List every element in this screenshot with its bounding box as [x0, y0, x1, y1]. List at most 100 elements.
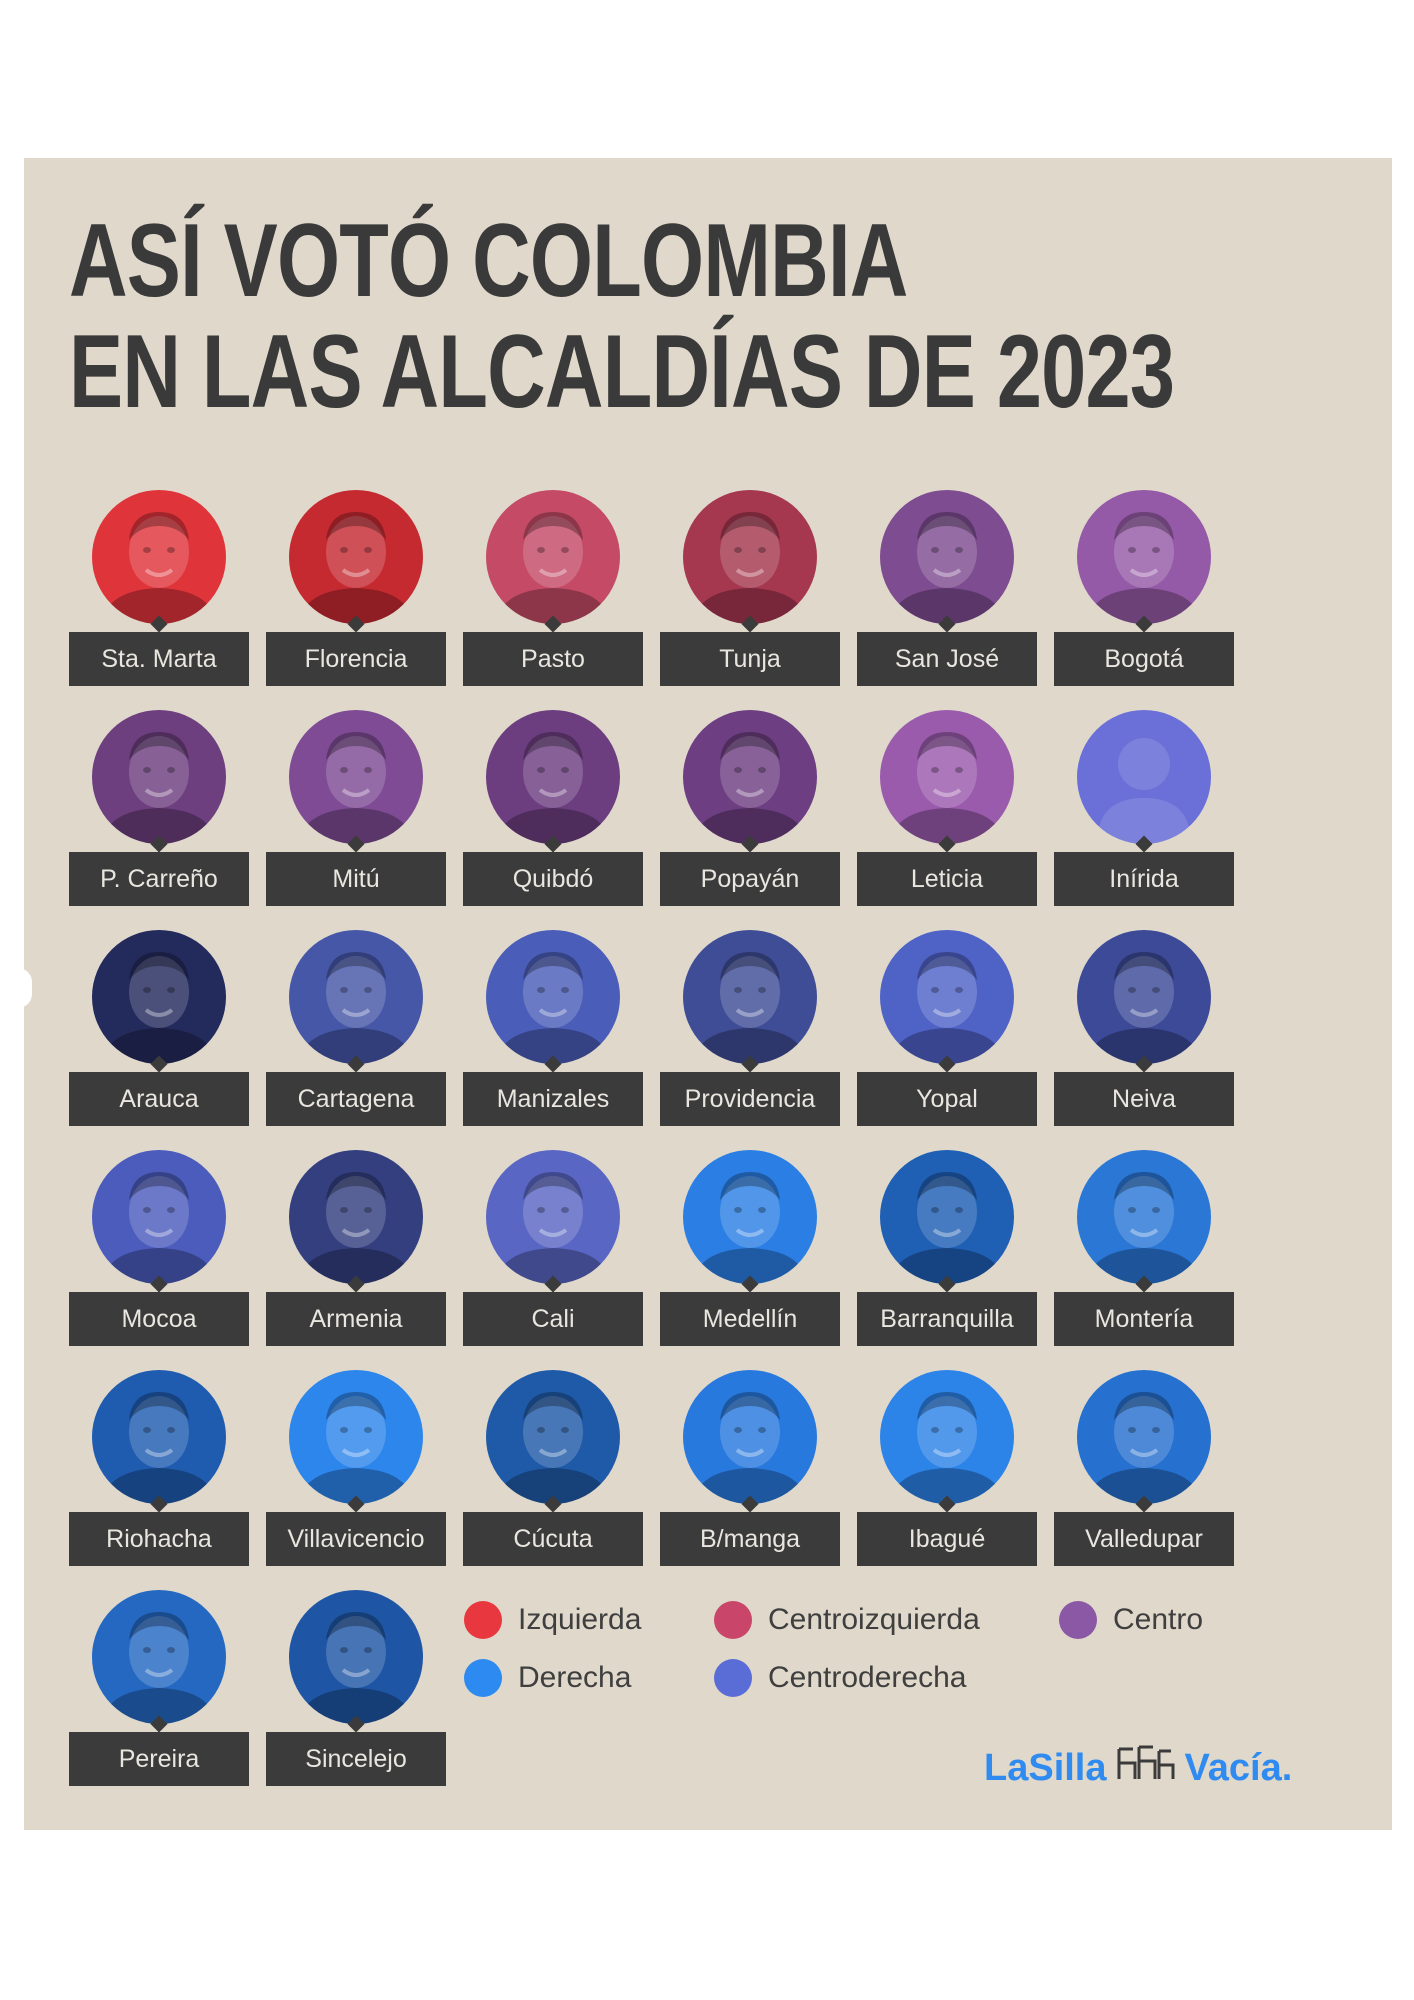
- mayor-portrait: [1077, 930, 1211, 1064]
- mayor-card: B/manga: [660, 1370, 840, 1570]
- infographic-poster: ASÍ VOTÓ COLOMBIA EN LAS ALCALDÍAS DE 20…: [24, 158, 1392, 1830]
- mayor-portrait: [880, 930, 1014, 1064]
- mayor-card: Riohacha: [69, 1370, 249, 1570]
- legend-item: Izquierda: [464, 1598, 641, 1642]
- mayor-portrait: [486, 490, 620, 624]
- city-label: Florencia: [266, 632, 446, 686]
- mayor-card: Manizales: [463, 930, 643, 1130]
- city-label: Quibdó: [463, 852, 643, 906]
- chairs-icon: [1115, 1743, 1177, 1793]
- mayor-portrait: [92, 1590, 226, 1724]
- mayor-card: Neiva: [1054, 930, 1234, 1130]
- city-label: Providencia: [660, 1072, 840, 1126]
- mayor-portrait: [486, 1150, 620, 1284]
- mayor-card: Mocoa: [69, 1150, 249, 1350]
- city-label: Montería: [1054, 1292, 1234, 1346]
- mayor-card: P. Carreño: [69, 710, 249, 910]
- city-label: Pereira: [69, 1732, 249, 1786]
- mayor-card: Tunja: [660, 490, 840, 690]
- legend-label: Centroizquierda: [768, 1603, 980, 1636]
- city-label: B/manga: [660, 1512, 840, 1566]
- mayor-portrait: [289, 710, 423, 844]
- city-label: Riohacha: [69, 1512, 249, 1566]
- city-label: Popayán: [660, 852, 840, 906]
- legend-item: Derecha: [464, 1656, 631, 1700]
- legend-item: Centroizquierda: [714, 1598, 980, 1642]
- mayor-card: Cali: [463, 1150, 643, 1350]
- city-label: Valledupar: [1054, 1512, 1234, 1566]
- mayor-card: Inírida: [1054, 710, 1234, 910]
- mayor-card: Armenia: [266, 1150, 446, 1350]
- mayor-card: Popayán: [660, 710, 840, 910]
- legend-dot-icon: [714, 1659, 752, 1697]
- mayor-card: Arauca: [69, 930, 249, 1130]
- mayor-card: Providencia: [660, 930, 840, 1130]
- city-label: P. Carreño: [69, 852, 249, 906]
- mayor-portrait: [92, 490, 226, 624]
- mayor-portrait: [880, 710, 1014, 844]
- legend-item: Centro: [1059, 1598, 1203, 1642]
- city-label: Tunja: [660, 632, 840, 686]
- mayor-card: Pereira: [69, 1590, 249, 1790]
- legend-dot-icon: [464, 1601, 502, 1639]
- mayor-card: Montería: [1054, 1150, 1234, 1350]
- logo-text-part-2: Vacía.: [1184, 1746, 1293, 1789]
- mayor-card: Bogotá: [1054, 490, 1234, 690]
- city-label: Cúcuta: [463, 1512, 643, 1566]
- mayor-portrait: [1077, 490, 1211, 624]
- legend-dot-icon: [714, 1601, 752, 1639]
- mayor-card: Cúcuta: [463, 1370, 643, 1570]
- legend-label: Derecha: [518, 1661, 632, 1694]
- city-label: Barranquilla: [857, 1292, 1037, 1346]
- brand-logo: LaSilla Vacía.: [984, 1738, 1292, 1798]
- mayor-card: Barranquilla: [857, 1150, 1037, 1350]
- mayor-portrait: [289, 490, 423, 624]
- city-label: Manizales: [463, 1072, 643, 1126]
- title-line-2: EN LAS ALCALDÍAS DE 2023: [69, 314, 1175, 431]
- mayor-portrait: [880, 490, 1014, 624]
- mayor-card: Cartagena: [266, 930, 446, 1130]
- legend-label: Centro: [1113, 1603, 1204, 1636]
- city-label: Sincelejo: [266, 1732, 446, 1786]
- mayor-portrait: [289, 1370, 423, 1504]
- title-line-1: ASÍ VOTÓ COLOMBIA: [69, 203, 908, 319]
- mayor-card: Quibdó: [463, 710, 643, 910]
- mayor-portrait: [683, 710, 817, 844]
- mayor-portrait: [289, 1150, 423, 1284]
- mayor-card: Yopal: [857, 930, 1037, 1130]
- mayor-card: Leticia: [857, 710, 1037, 910]
- city-label: Inírida: [1054, 852, 1234, 906]
- city-label: Leticia: [857, 852, 1037, 906]
- city-label: Sta. Marta: [69, 632, 249, 686]
- mayor-card: Valledupar: [1054, 1370, 1234, 1570]
- city-label: Mocoa: [69, 1292, 249, 1346]
- mayor-portrait: [289, 1590, 423, 1724]
- mayor-card: Ibagué: [857, 1370, 1037, 1570]
- city-label: Pasto: [463, 632, 643, 686]
- city-label: Cartagena: [266, 1072, 446, 1126]
- logo-text-part-1: LaSilla: [984, 1746, 1107, 1789]
- city-label: Bogotá: [1054, 632, 1234, 686]
- mayor-portrait: [880, 1370, 1014, 1504]
- mayor-card: Medellín: [660, 1150, 840, 1350]
- page-title: ASÍ VOTÓ COLOMBIA EN LAS ALCALDÍAS DE 20…: [69, 203, 1175, 431]
- mayor-portrait: [683, 1150, 817, 1284]
- legend-label: Izquierda: [518, 1603, 642, 1636]
- mayor-portrait: [289, 930, 423, 1064]
- city-label: Arauca: [69, 1072, 249, 1126]
- mayor-portrait: [92, 1370, 226, 1504]
- city-label: Villavicencio: [266, 1512, 446, 1566]
- legend-dot-icon: [464, 1659, 502, 1697]
- mayor-portrait: [1077, 1150, 1211, 1284]
- mayor-card: Pasto: [463, 490, 643, 690]
- legend-label: Centroderecha: [768, 1661, 967, 1694]
- edge-notch: [18, 968, 32, 1008]
- mayor-portrait: [486, 930, 620, 1064]
- mayor-portrait: [486, 1370, 620, 1504]
- mayor-card: Sincelejo: [266, 1590, 446, 1790]
- city-label: Yopal: [857, 1072, 1037, 1126]
- legend-dot-icon: [1059, 1601, 1097, 1639]
- mayor-portrait: [880, 1150, 1014, 1284]
- mayor-portrait: [683, 930, 817, 1064]
- mayor-card: Villavicencio: [266, 1370, 446, 1570]
